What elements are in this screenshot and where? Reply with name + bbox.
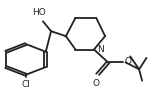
Text: HO: HO xyxy=(32,8,46,17)
Text: O: O xyxy=(124,57,131,66)
Text: O: O xyxy=(93,79,100,88)
Text: N: N xyxy=(97,45,104,53)
Text: Cl: Cl xyxy=(21,80,30,89)
